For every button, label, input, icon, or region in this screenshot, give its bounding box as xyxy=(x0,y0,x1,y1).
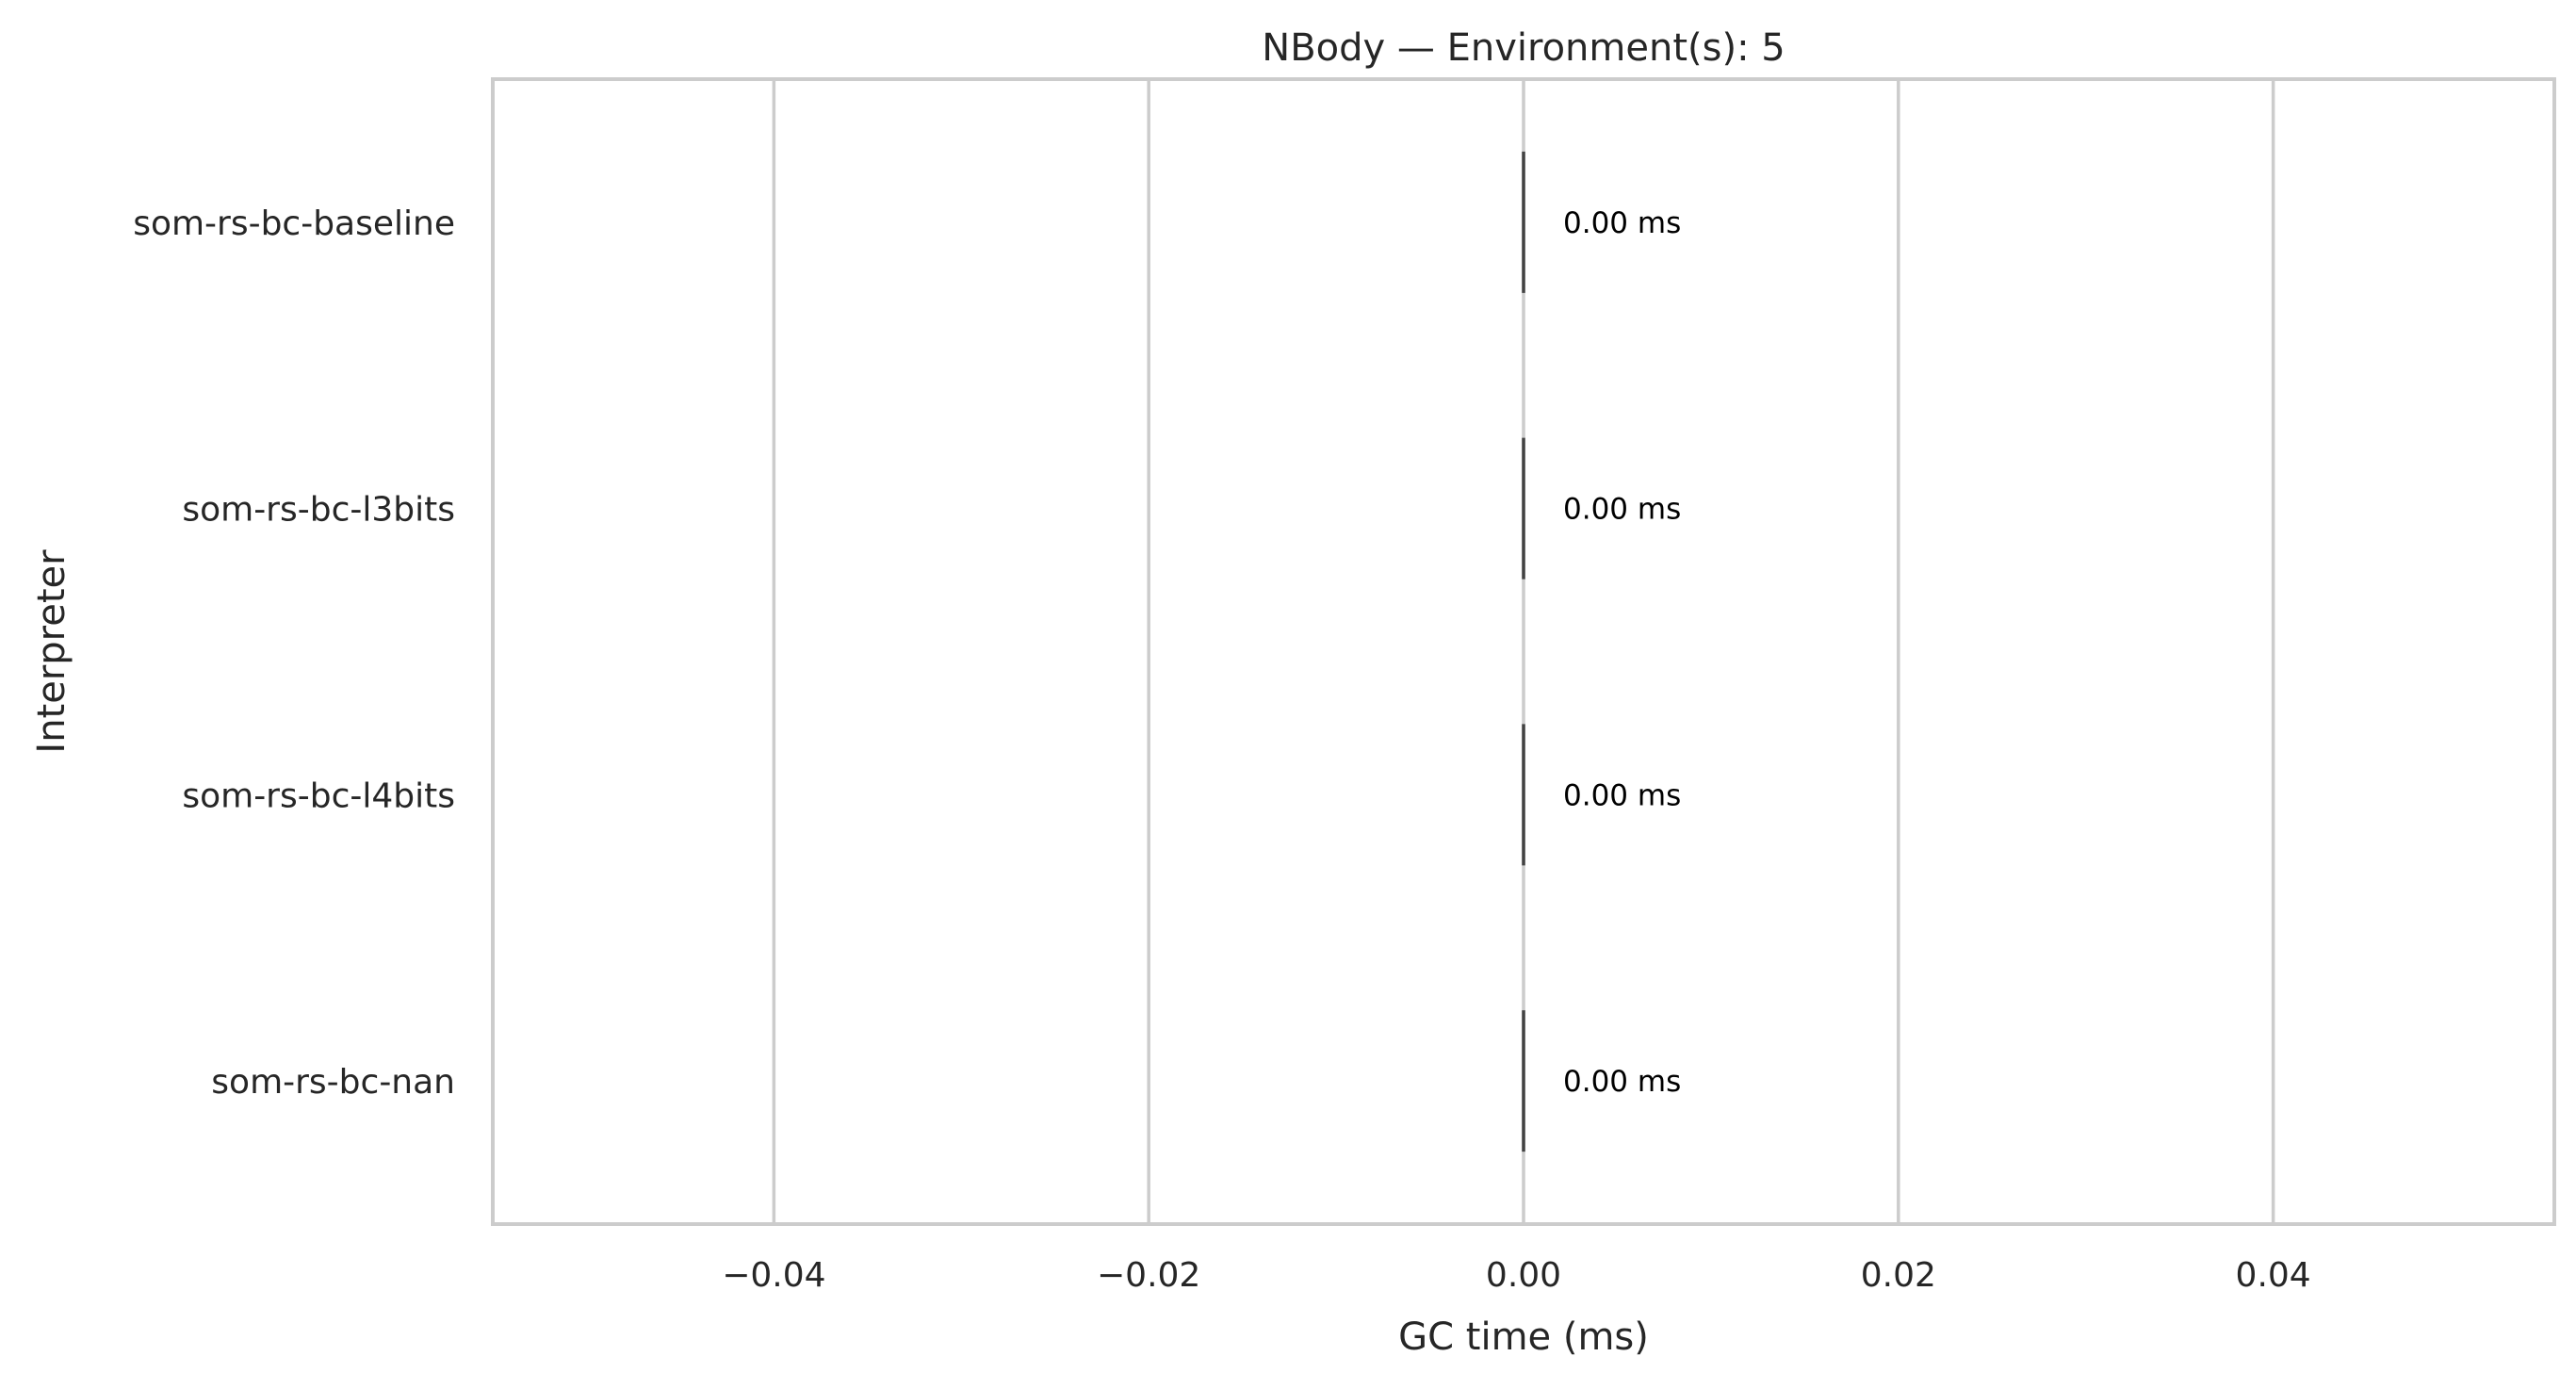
x-tick-label: 0.02 xyxy=(1861,1256,1936,1295)
y-tick-label: som-rs-bc-l4bits xyxy=(182,776,455,815)
x-tick-labels: −0.04 −0.02 0.00 0.02 0.04 xyxy=(722,1256,2311,1295)
x-tick-label: −0.04 xyxy=(722,1256,825,1295)
x-axis-title: GC time (ms) xyxy=(1398,1315,1649,1359)
x-tick-label: 0.00 xyxy=(1486,1256,1561,1295)
y-tick-label: som-rs-bc-l3bits xyxy=(182,491,455,530)
data-label: 0.00 ms xyxy=(1563,493,1681,527)
data-label: 0.00 ms xyxy=(1563,1065,1681,1099)
chart-title: NBody — Environment(s): 5 xyxy=(1262,26,1785,70)
data-label: 0.00 ms xyxy=(1563,778,1681,812)
x-tick-label: 0.04 xyxy=(2236,1256,2311,1295)
x-tick-label: −0.02 xyxy=(1097,1256,1200,1295)
plot-frame xyxy=(491,77,2556,1226)
data-label: 0.00 ms xyxy=(1563,206,1681,240)
data-labels: 0.00 ms 0.00 ms 0.00 ms 0.00 ms xyxy=(1563,206,1681,1099)
y-axis-title: Interpreter xyxy=(30,549,73,754)
y-tick-label: som-rs-bc-baseline xyxy=(133,204,455,243)
y-tick-labels: som-rs-bc-baseline som-rs-bc-l3bits som-rs… xyxy=(133,204,455,1102)
y-tick-label: som-rs-bc-nan xyxy=(211,1063,455,1102)
